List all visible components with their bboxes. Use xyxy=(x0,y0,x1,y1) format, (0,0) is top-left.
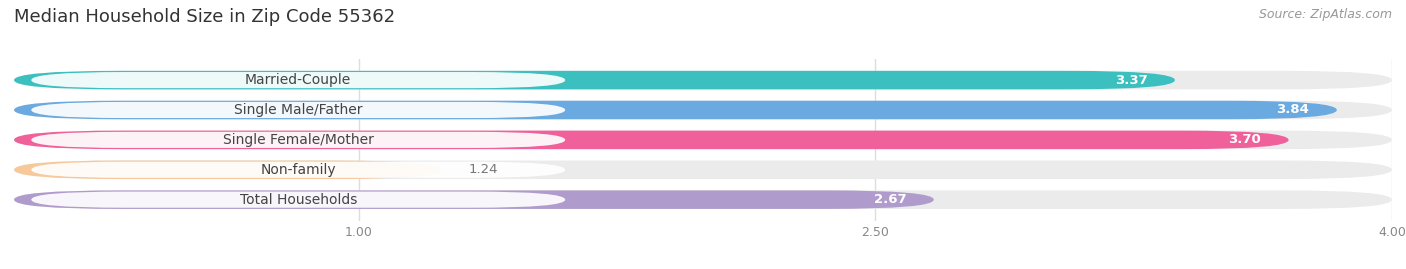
FancyBboxPatch shape xyxy=(31,72,565,88)
FancyBboxPatch shape xyxy=(14,101,1392,119)
FancyBboxPatch shape xyxy=(14,71,1175,89)
FancyBboxPatch shape xyxy=(14,71,1392,89)
Text: 3.84: 3.84 xyxy=(1277,104,1309,116)
Text: Source: ZipAtlas.com: Source: ZipAtlas.com xyxy=(1258,8,1392,21)
FancyBboxPatch shape xyxy=(31,132,565,148)
Text: 1.24: 1.24 xyxy=(468,163,498,176)
FancyBboxPatch shape xyxy=(14,190,1392,209)
FancyBboxPatch shape xyxy=(14,161,1392,179)
FancyBboxPatch shape xyxy=(14,190,934,209)
FancyBboxPatch shape xyxy=(31,162,565,178)
Text: 2.67: 2.67 xyxy=(873,193,907,206)
Text: Married-Couple: Married-Couple xyxy=(245,73,352,87)
Text: 3.37: 3.37 xyxy=(1115,74,1147,87)
Text: Single Female/Mother: Single Female/Mother xyxy=(222,133,374,147)
Text: Non-family: Non-family xyxy=(260,163,336,177)
FancyBboxPatch shape xyxy=(14,131,1289,149)
Text: Single Male/Father: Single Male/Father xyxy=(233,103,363,117)
FancyBboxPatch shape xyxy=(31,192,565,208)
Text: 3.70: 3.70 xyxy=(1229,133,1261,146)
FancyBboxPatch shape xyxy=(14,101,1337,119)
Text: Total Households: Total Households xyxy=(239,193,357,207)
FancyBboxPatch shape xyxy=(14,131,1392,149)
FancyBboxPatch shape xyxy=(31,102,565,118)
FancyBboxPatch shape xyxy=(14,161,441,179)
Text: Median Household Size in Zip Code 55362: Median Household Size in Zip Code 55362 xyxy=(14,8,395,26)
